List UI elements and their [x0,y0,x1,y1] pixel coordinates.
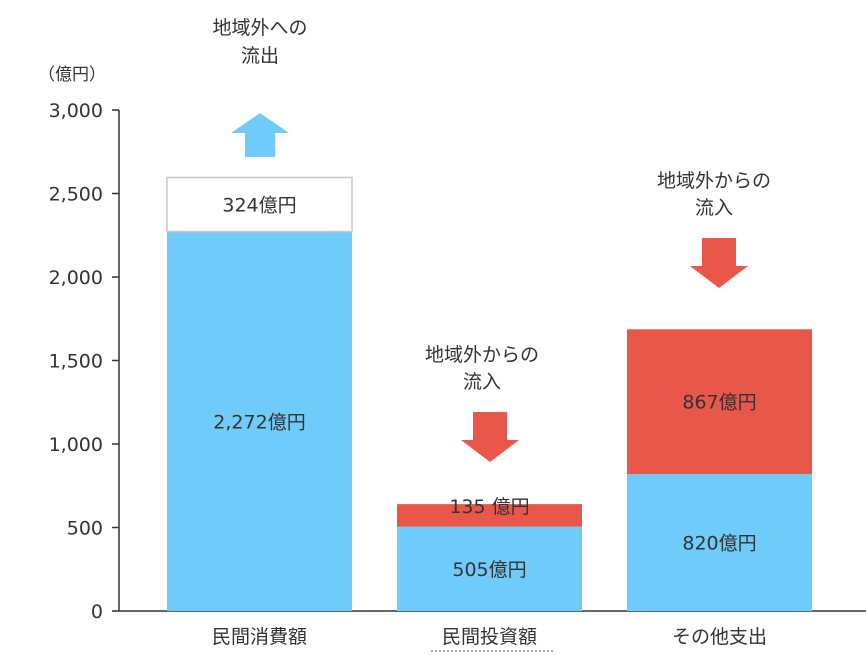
y-tick-label: 2,000 [49,267,103,289]
bar-segment [627,474,812,611]
x-category-label: 民間投資額 [442,626,537,648]
x-category-label: その他支出 [672,626,767,648]
annotation-text: 地域外からの [657,170,771,192]
y-axis-unit-label: （億円） [38,65,106,85]
x-category-label: 民間消費額 [212,626,307,648]
arrow-up-icon [231,113,289,157]
bar-segment [166,176,353,233]
y-tick-label: 500 [67,518,103,540]
y-tick-label: 1,000 [49,434,103,456]
bar-segment [167,231,352,612]
y-tick-label: 1,500 [49,351,103,373]
bar-segment [397,526,582,611]
annotation-text: 流出 [241,45,279,67]
data-label: 505億円 [452,559,526,581]
data-label: 867億円 [682,392,756,414]
data-label: 135 億円 [449,496,529,518]
bar-segment [627,329,812,475]
data-label: 820億円 [682,533,756,555]
data-label: 324億円 [222,195,296,217]
annotation-text: 流入 [695,197,733,219]
y-tick-label: 3,000 [49,100,103,122]
annotation-text: 地域外への [212,17,307,39]
arrow-down-icon [461,412,519,462]
annotation-text: 地域外からの [425,344,539,366]
annotation-text: 流入 [463,371,501,393]
bar-segment [397,504,582,527]
data-label: 2,272億円 [213,411,305,433]
y-tick-label: 2,500 [49,184,103,206]
arrow-down-icon [690,238,748,288]
y-tick-label: 0 [91,601,103,623]
